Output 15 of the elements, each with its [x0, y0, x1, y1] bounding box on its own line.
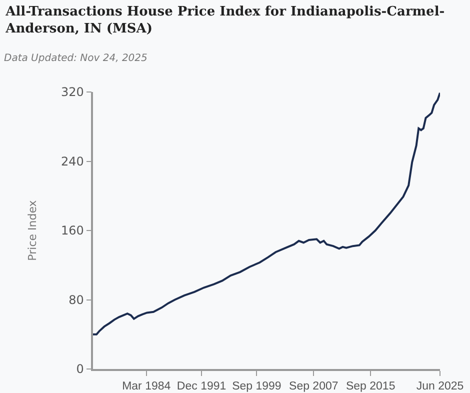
- y-axis-title: Price Index: [26, 200, 40, 261]
- x-tick-label: Dec 1991: [176, 380, 226, 393]
- x-tick-label: Jun 2025: [416, 380, 464, 393]
- y-tick-label: 80: [68, 292, 84, 307]
- y-tick-label: 0: [76, 362, 84, 376]
- y-tick-label: 320: [60, 85, 84, 100]
- chart-title: All-Transactions House Price Index for Indianapolis-Carmel-Anderson, IN (MSA): [4, 4, 445, 36]
- x-tick-label: Sep 2015: [346, 380, 396, 393]
- y-tick-label: 240: [60, 154, 84, 168]
- y-tick-label: 160: [60, 224, 84, 238]
- x-tick-label: Sep 1999: [232, 380, 282, 393]
- x-tick-label: Sep 2007: [289, 380, 338, 393]
- line-series: [93, 92, 440, 336]
- x-tick-label: Mar 1984: [122, 380, 172, 393]
- chart-subtitle: Data Updated: Nov 24, 2025: [4, 53, 148, 64]
